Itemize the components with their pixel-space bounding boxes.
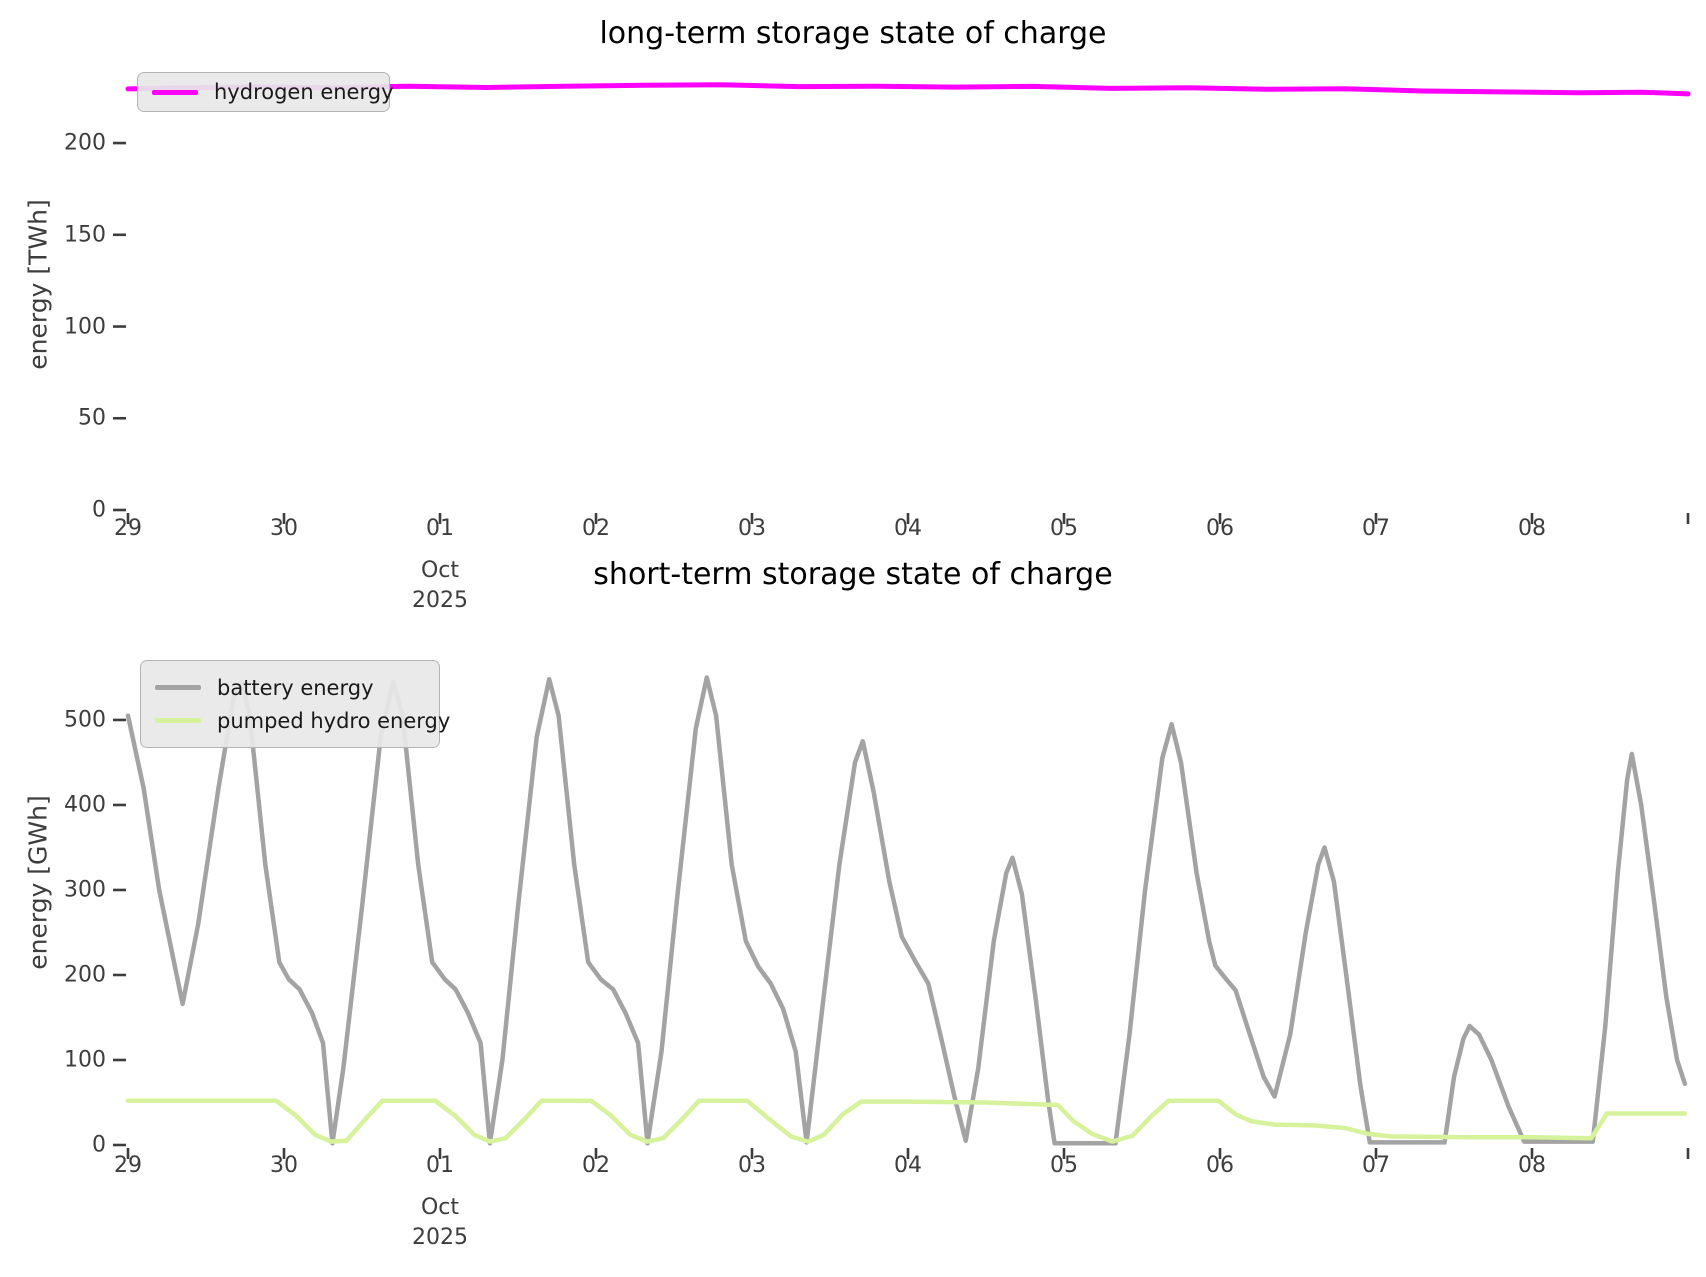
x-tick-label: 06: [1206, 1153, 1234, 1178]
y-tick-label: 50: [78, 405, 106, 431]
month-year-sublabel: Oct 2025: [412, 1195, 468, 1250]
x-tick-label: 05: [1050, 1153, 1078, 1178]
pumped-hydro-energy-legend-label: pumped hydro energy: [217, 708, 451, 733]
y-tick-label: 150: [64, 222, 106, 248]
short-term-chart-title: short-term storage state of charge: [593, 557, 1113, 592]
y-tick-label: 500: [64, 707, 106, 733]
legend-item-hydrogen: hydrogen energy: [152, 80, 394, 104]
x-tick-label: 30: [270, 516, 298, 541]
month-year-sublabel: Oct 2025: [412, 558, 468, 613]
pumped-hydro-energy-line: [125, 1098, 1688, 1144]
y-tick-label: 0: [92, 1132, 106, 1158]
x-tick-label: 03: [738, 516, 766, 541]
battery-energy-line-swatch: [155, 685, 201, 690]
long-term-legend: hydrogen energy: [137, 72, 394, 112]
x-tick-label: 02: [582, 1153, 610, 1178]
x-tick-label: 01: [426, 1153, 454, 1178]
y-tick-label: 200: [64, 962, 106, 988]
x-tick-label: 29: [114, 1153, 142, 1178]
y-tick-label: 0: [92, 497, 106, 523]
hydrogen-energy-line-swatch: [152, 89, 198, 95]
x-tick-label: 06: [1206, 516, 1234, 541]
hydrogen-energy-legend-label: hydrogen energy: [214, 80, 394, 104]
y-tick-label: 100: [64, 314, 106, 340]
x-tick-label: 07: [1362, 1153, 1390, 1178]
y-tick-label: 400: [64, 792, 106, 818]
legend-item-pumped-hydro: pumped hydro energy: [155, 704, 450, 737]
x-tick-label: 08: [1518, 516, 1546, 541]
x-tick-label: 02: [582, 516, 610, 541]
y-tick-label: 300: [64, 877, 106, 903]
x-tick-label: 04: [894, 1153, 922, 1178]
x-tick-label: 07: [1362, 516, 1390, 541]
x-tick-label: 03: [738, 1153, 766, 1178]
x-tick-label: 05: [1050, 516, 1078, 541]
x-tick-label: 01: [426, 516, 454, 541]
x-tick-label: 08: [1518, 1153, 1546, 1178]
long-term-chart-title: long-term storage state of charge: [599, 16, 1107, 51]
y-tick-label: 100: [64, 1047, 106, 1073]
x-tick-label: 04: [894, 516, 922, 541]
battery-energy-legend-label: battery energy: [217, 675, 374, 700]
x-tick-label: 30: [270, 1153, 298, 1178]
pumped-hydro-energy-line-swatch: [155, 718, 201, 723]
legend-item-battery: battery energy: [155, 671, 425, 704]
y-tick-label: 200: [64, 130, 106, 156]
short-term-legend: battery energy pumped hydro energy: [140, 660, 450, 748]
x-tick-label: 29: [114, 516, 142, 541]
